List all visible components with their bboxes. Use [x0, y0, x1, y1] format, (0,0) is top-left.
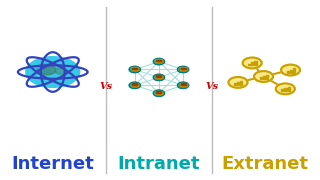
Circle shape [129, 66, 140, 73]
Bar [156, 59, 163, 62]
Circle shape [177, 66, 189, 73]
Circle shape [55, 68, 66, 74]
Bar [156, 91, 162, 93]
Circle shape [177, 82, 189, 89]
Bar [132, 68, 137, 69]
Circle shape [254, 71, 273, 82]
Bar [290, 69, 292, 73]
Circle shape [276, 84, 295, 94]
Bar [132, 83, 137, 85]
Bar [240, 81, 243, 85]
Circle shape [40, 66, 56, 75]
Bar [248, 64, 251, 66]
Text: Vs: Vs [205, 82, 219, 91]
Bar [180, 67, 187, 70]
Circle shape [243, 58, 262, 68]
Bar [282, 89, 284, 91]
Bar [266, 75, 268, 79]
Bar [156, 91, 163, 94]
Circle shape [153, 74, 165, 81]
Bar [284, 88, 287, 91]
Bar [251, 62, 253, 66]
Circle shape [51, 65, 65, 73]
Bar [180, 83, 186, 85]
Bar [260, 77, 262, 79]
Bar [131, 83, 138, 86]
Circle shape [26, 57, 80, 87]
Bar [180, 68, 186, 69]
Circle shape [129, 82, 140, 89]
Bar [180, 83, 187, 86]
Bar [254, 61, 257, 66]
Circle shape [153, 58, 165, 65]
Circle shape [228, 77, 247, 88]
Bar [234, 83, 236, 85]
Circle shape [153, 90, 165, 96]
Bar [237, 82, 239, 85]
Bar [156, 60, 162, 61]
Circle shape [281, 65, 300, 75]
Bar [263, 76, 265, 79]
Bar [156, 75, 162, 77]
Bar [131, 67, 138, 70]
Bar [287, 87, 290, 91]
Text: Internet: Internet [12, 155, 94, 173]
Text: Vs: Vs [100, 82, 113, 91]
Text: Extranet: Extranet [222, 155, 308, 173]
Text: Intranet: Intranet [118, 155, 200, 173]
Bar [156, 75, 163, 78]
Circle shape [37, 64, 56, 75]
Bar [293, 68, 295, 73]
Bar [287, 71, 289, 73]
